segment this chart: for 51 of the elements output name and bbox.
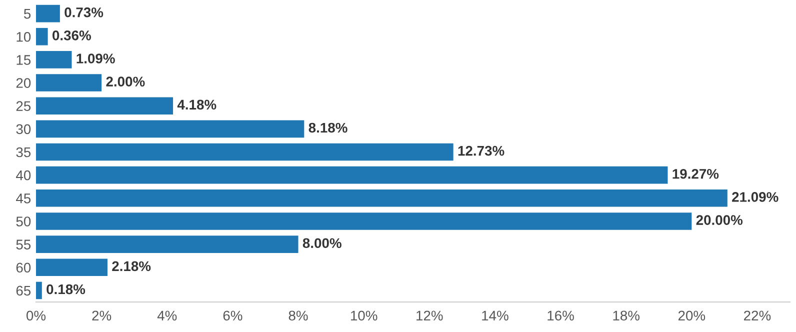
y-tick-label: 20 [16,78,31,88]
data-label: 2.18% [112,261,151,272]
bar [36,97,174,114]
bar [36,28,48,46]
x-tick-label: 20% [678,310,706,321]
x-tick-label: 14% [482,310,508,320]
data-label: 12.73% [458,146,504,156]
y-tick-label: 25 [16,101,31,112]
x-tick-label: 10% [350,310,378,321]
y-tick-label: 30 [16,124,31,134]
bar [36,258,108,276]
bar [36,212,692,230]
x-tick-label: 0% [26,310,46,321]
y-tick-label: 10 [16,32,31,42]
data-label: 4.18% [177,100,216,110]
bar [36,166,668,184]
data-label: 1.09% [76,54,115,64]
x-tick-label: 22% [744,310,771,320]
x-tick-label: 6% [223,310,242,321]
y-tick-label: 50 [16,216,31,226]
data-label: 19.27% [672,168,719,179]
data-label: 21.09% [732,192,778,202]
bar [36,74,102,92]
bar [36,51,72,68]
x-tick-label: 8% [288,310,308,321]
x-tick-label: 4% [157,310,177,320]
x-tick-label: 12% [416,310,443,320]
x-tick-label: 2% [92,310,112,320]
y-tick-label: 40 [16,170,31,180]
y-tick-label: 35 [16,147,31,158]
data-label: 8.18% [308,122,348,133]
x-tick-label: 18% [613,310,640,321]
y-tick-label: 45 [16,194,31,204]
bar [36,190,728,207]
bar [36,282,42,300]
data-label: 0.73% [64,7,104,18]
bar [36,236,298,253]
data-label: 20.00% [696,215,743,225]
y-tick-label: 55 [16,240,31,250]
data-label: 0.36% [52,30,91,40]
y-tick-label: 5 [24,9,31,19]
data-label: 2.00% [106,76,145,86]
bar [36,143,454,161]
data-label: 8.00% [302,238,342,248]
y-tick-label: 65 [16,286,31,296]
x-tick-label: 16% [548,310,574,321]
y-tick-label: 60 [16,262,31,273]
bar [36,120,304,138]
y-tick-label: 15 [16,55,31,65]
bar [36,4,60,22]
data-label: 0.18% [46,284,86,294]
